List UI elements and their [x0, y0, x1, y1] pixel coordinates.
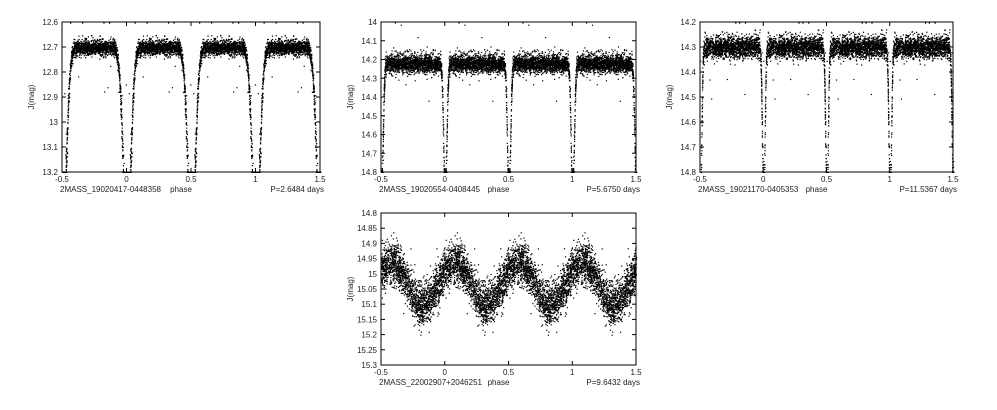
light-curve-panel-1: -0.5 0 0.5 1 1.5 12.6 12.7 12.8 12.9 13 13.1 13.2 J(… — [27, 18, 326, 194]
x-tick-label: 1 — [253, 175, 258, 184]
x-tick-label: 1.5 — [314, 175, 326, 184]
y-tick-label: 15.1 — [361, 300, 377, 309]
y-axis-label: J(mag) — [27, 84, 36, 109]
y-tick-label: 14 — [368, 18, 377, 27]
y-tick-label: 13.1 — [42, 143, 58, 152]
y-tick-label: 12.8 — [42, 68, 58, 77]
y-tick-label: 14.6 — [361, 131, 377, 140]
x-tick-label: -0.5 — [55, 175, 69, 184]
data-points-1 — [62, 22, 322, 173]
x-tick-label: 0.5 — [185, 175, 197, 184]
y-tick-label: 15.05 — [357, 285, 378, 294]
x-tick-label: 1.5 — [630, 368, 642, 377]
x-tick-label: 0.5 — [503, 368, 515, 377]
star-id-label: 2MASS_19020417-0448358 — [60, 185, 162, 194]
data-points-3 — [700, 22, 955, 173]
light-curve-panel-2: -0.5 0 0.5 1 1.5 14 14.1 14.2 14.3 14.4 14.5 14.6 14… — [346, 18, 642, 194]
star-id-label: 2MASS_19021170-0405353 — [698, 185, 799, 194]
light-curve-panel-3: -0.5 0 0.5 1 1.5 14.2 14.3 14.4 14.5 14.6 14.7 14.8… — [665, 18, 959, 194]
y-tick-label: 15.15 — [357, 315, 378, 324]
y-tick-label: 14.8 — [680, 168, 696, 177]
x-tick-label: 1.5 — [630, 175, 642, 184]
y-tick-label: 14.3 — [361, 74, 377, 83]
y-tick-label: 14.5 — [680, 93, 696, 102]
x-tick-label: 0 — [761, 175, 766, 184]
y-tick-label: 12.7 — [42, 43, 58, 52]
y-tick-label: 14.6 — [680, 118, 696, 127]
x-tick-label: 1 — [570, 368, 575, 377]
y-tick-label: 13.2 — [42, 168, 58, 177]
period-label: P=2.6484 days — [270, 185, 324, 194]
x-axis-label: phase — [488, 185, 510, 194]
y-tick-label: 14.85 — [357, 224, 378, 233]
y-tick-label: 14.2 — [361, 56, 377, 65]
x-tick-label: 0.5 — [503, 175, 515, 184]
y-tick-label: 14.9 — [361, 239, 377, 248]
y-tick-label: 15.25 — [357, 346, 378, 355]
y-tick-label: 15.3 — [361, 361, 377, 370]
y-tick-label: 14.8 — [361, 209, 377, 218]
x-tick-label: 1 — [888, 175, 893, 184]
y-tick-label: 14.4 — [680, 68, 696, 77]
x-tick-label: 0 — [443, 175, 448, 184]
y-tick-label: 14.95 — [357, 255, 378, 264]
x-tick-label: 1 — [570, 175, 575, 184]
y-tick-label: 15.2 — [361, 331, 377, 340]
x-tick-label: 0 — [124, 175, 129, 184]
star-id-label: 2MASS_22002907+2046251 — [379, 378, 483, 387]
light-curve-panel-4: -0.5 0 0.5 1 1.5 14.8 14.85 14.9 14.95 15 15.05 15.… — [346, 209, 642, 387]
y-tick-label: 14.3 — [680, 43, 696, 52]
x-axis-label: phase — [806, 185, 828, 194]
x-axis-label: phase — [488, 378, 510, 387]
y-tick-label: 12.9 — [42, 93, 58, 102]
period-label: P=5.6750 days — [586, 185, 640, 194]
y-tick-label: 13 — [49, 118, 58, 127]
x-tick-label: 1.5 — [947, 175, 959, 184]
star-id-label: 2MASS_19020554-0408445 — [379, 185, 481, 194]
y-tick-label: 14.5 — [361, 112, 377, 121]
plot-frame — [380, 21, 637, 173]
y-tick-label: 14.1 — [361, 37, 377, 46]
y-tick-label: 14.2 — [680, 18, 696, 27]
x-tick-label: 0 — [443, 368, 448, 377]
y-tick-label: 14.7 — [361, 149, 377, 158]
y-tick-label: 12.6 — [42, 18, 58, 27]
x-tick-label: -0.5 — [693, 175, 707, 184]
y-axis-label: J(mag) — [346, 276, 355, 301]
y-axis-label: J(mag) — [665, 84, 674, 109]
x-axis-label: phase — [170, 185, 192, 194]
y-tick-label: 14.7 — [680, 143, 696, 152]
period-label: P=11.5367 days — [900, 185, 957, 194]
y-axis-label: J(mag) — [346, 84, 355, 109]
x-tick-label: -0.5 — [374, 175, 388, 184]
period-label: P=9.6432 days — [586, 378, 640, 387]
data-points-2 — [381, 22, 638, 173]
data-points-4 — [381, 232, 638, 336]
y-tick-label: 15 — [368, 270, 377, 279]
y-tick-label: 14.8 — [361, 168, 377, 177]
x-tick-label: 0.5 — [821, 175, 833, 184]
x-tick-label: -0.5 — [374, 368, 388, 377]
y-tick-label: 14.4 — [361, 93, 377, 102]
